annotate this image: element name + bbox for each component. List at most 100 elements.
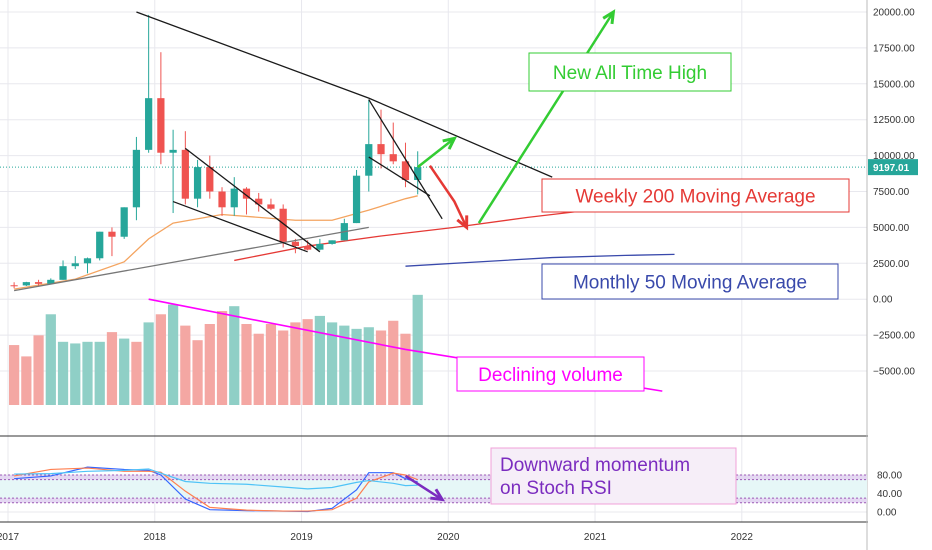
candlesticks [10,14,422,289]
volume-bar [119,338,130,405]
trendline [184,147,321,253]
volume-bar [180,325,191,405]
volume-bar [131,341,142,405]
annotation-box [490,447,737,505]
volume-bars [9,294,423,405]
candle-body [193,167,202,199]
candle-body [389,154,397,162]
candle-body [352,175,361,224]
candle-body [120,207,128,237]
volume-bar [290,322,301,405]
volume-bar [412,294,423,405]
candle-body [108,231,116,237]
candle-body [71,263,79,267]
candle-body [414,167,422,181]
y-tick-label: 0.00 [873,295,893,306]
volume-bar [70,343,81,405]
trendline [172,200,308,253]
candle-body [157,98,165,153]
stoch-tick-label: 80.00 [877,471,902,482]
annotation-text: New All Time High [553,63,707,84]
volume-bar [314,315,325,405]
volume-bar [45,314,56,405]
candle-body [145,98,153,150]
current-price-label: 9197.01 [873,163,910,174]
stoch-band [0,498,867,503]
stoch-band [0,475,867,480]
volume-bar [21,356,32,405]
x-tick-label: 2021 [584,532,607,543]
annotation-text: Downward momentum [500,455,690,476]
volume-bar [155,314,166,405]
volume-bar [363,327,374,405]
arrow-head [602,9,616,25]
volume-bar [94,341,105,405]
candle-body [47,279,55,284]
volume-bar [351,328,362,405]
volume-bar [375,330,387,405]
y-tick-label: 12500.00 [873,115,915,126]
y-tick-label: 2500.00 [873,259,910,270]
volume-bar [204,324,215,405]
x-tick-label: 2019 [290,532,313,543]
volume-bar [106,332,118,405]
candle-body [401,161,410,181]
candle-body [218,191,226,208]
volume-bar [241,324,252,405]
candle-body [34,282,43,284]
x-tick-label: 2020 [437,532,460,543]
annotation-box [456,356,645,392]
volume-bar [229,306,240,405]
candle-body [291,241,300,247]
stoch-arrow-line [404,474,443,501]
candle-body [365,144,373,176]
volume-bar [57,341,69,405]
candle-body [96,231,104,259]
stoch-arrow-head [430,488,446,502]
volume-bar [400,333,411,405]
annotations: New All Time High Weekly 200 Moving Avera… [456,52,850,505]
trendline [136,11,553,178]
price-axis-bg [868,0,932,550]
arrow-line [416,137,456,169]
volume-bar [326,322,338,405]
annotation-box [541,263,839,300]
x-tick-label: 2017 [0,532,20,543]
candle-body [304,246,312,250]
candle-body [169,149,177,153]
candle-body [181,149,189,199]
annotation-box [528,52,732,92]
volume-bar [278,330,289,405]
annotation-text: Monthly 50 Moving Average [573,273,807,294]
candle-body [377,144,385,155]
volume-bar [192,340,203,405]
candle-body [255,198,263,205]
annotation-text: Declining volume [478,365,623,386]
candle-body [132,149,141,208]
annotation-text: on Stoch RSI [500,478,612,499]
volume-bar [82,341,93,405]
stoch-tick-label: 40.00 [877,489,902,500]
trendline [368,99,443,220]
volume-bar [9,345,20,405]
trendline [14,226,369,292]
candle-body [328,240,336,244]
volume-bar [143,322,154,405]
moving-average-line [405,253,675,267]
y-tick-label: 10000.00 [873,151,915,162]
annotation-text: Weekly 200 Moving Average [575,187,815,208]
trendline [368,156,431,197]
x-tick-label: 2022 [731,532,754,543]
volume-bar [253,333,264,405]
candle-body [230,188,238,208]
moving-average-line [234,208,602,262]
trend-drawings [14,9,663,502]
candle-body [267,204,275,209]
candle-body [206,167,214,192]
stoch-rsi-line [14,468,418,490]
x-tick-label: 2018 [144,532,167,543]
volume-bar [265,324,277,405]
indicator-lines [0,166,867,513]
current-price-badge [868,159,918,176]
